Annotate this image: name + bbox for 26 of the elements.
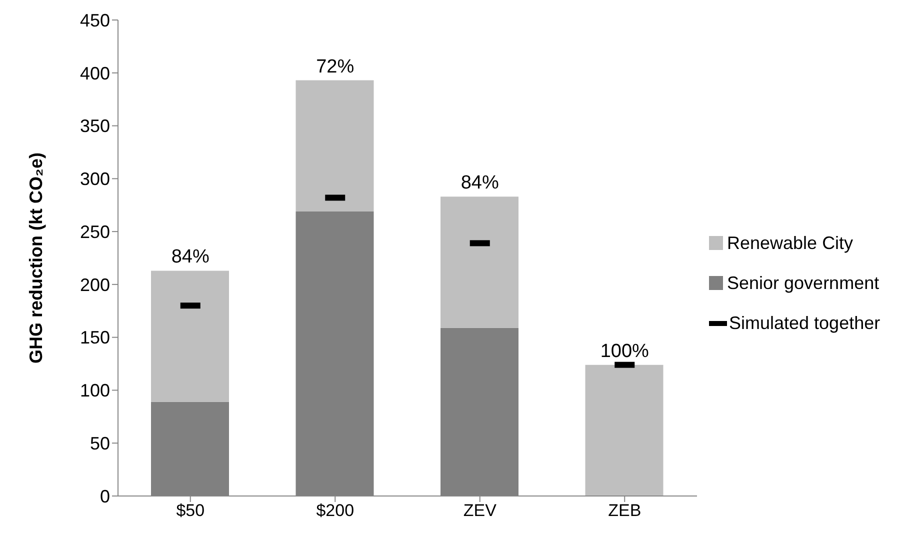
annotation: 84% [171,246,210,268]
bar [440,196,518,328]
bar [296,80,374,212]
bar [585,364,664,496]
y-tick-label: 350 [80,116,110,136]
x-tick-label: $50 [176,501,205,520]
y-tick-label: 300 [80,169,110,190]
y-axis-title: GHG reduction (kt CO₂e) [26,152,46,364]
annotation: 84% [460,172,499,194]
x-tick-label: $200 [316,501,354,520]
y-tick-label: 450 [80,10,110,30]
y-tick-label: 400 [80,63,110,84]
annotation: 100% [600,340,650,362]
x-tick-label: ZEV [463,501,498,520]
x-tick-label: ZEB [608,501,642,520]
y-tick-label: 150 [80,328,110,348]
bar [151,270,229,402]
y-tick-label: 50 [90,434,110,454]
y-tick-label: 0 [100,486,110,506]
y-tick-label: 100 [80,380,110,401]
y-tick-label: 250 [80,222,110,242]
annotation: 72% [316,56,354,78]
y-tick-label: 200 [80,274,110,295]
legend-label: Senior government [727,272,880,294]
legend-label: Renewable City [727,232,854,254]
legend-label: Simulated together [729,312,880,334]
